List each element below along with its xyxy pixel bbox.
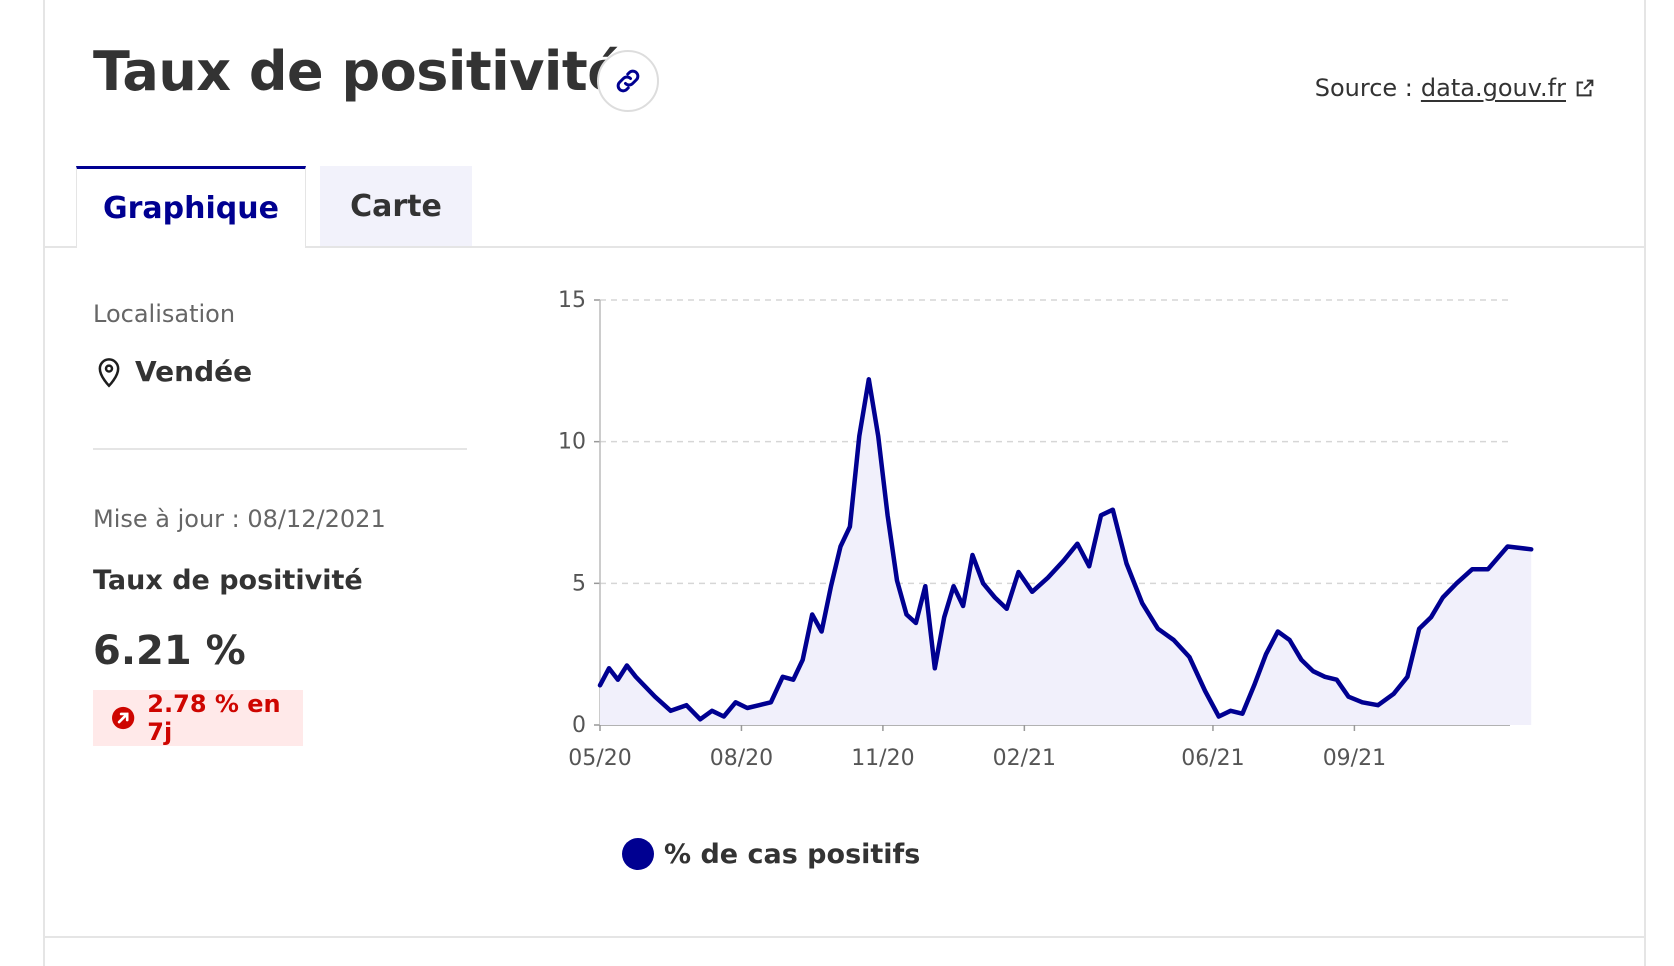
location-label: Localisation	[93, 300, 236, 328]
y-tick-label-0: 0	[572, 713, 586, 738]
series-area-cas-positifs	[600, 379, 1532, 725]
series-line-cas-positifs	[597, 377, 1534, 722]
tab-carte[interactable]: Carte	[320, 166, 472, 246]
source-label: Source :	[1314, 74, 1413, 102]
y-tick-label-10: 10	[560, 430, 586, 455]
source-link-text: data.gouv.fr	[1420, 74, 1566, 102]
link-icon	[616, 69, 640, 93]
legend-marker	[622, 838, 654, 870]
x-tick-label-11-20: 11/20	[851, 746, 914, 771]
card-bottom-divider	[43, 936, 1646, 938]
sidebar-divider	[93, 448, 467, 450]
legend-label: % de cas positifs	[664, 838, 921, 870]
location-pin-icon	[98, 357, 120, 387]
copy-link-button[interactable]	[597, 50, 659, 112]
indicator-card	[43, 0, 1646, 966]
metric-value: 6.21 %	[93, 628, 246, 674]
x-tick-label-05-20: 05/20	[568, 746, 631, 771]
location-name: Vendée	[135, 355, 253, 388]
tabs-divider	[43, 246, 1646, 248]
location[interactable]: Vendée	[95, 355, 252, 388]
x-tick-label-08-20: 08/20	[710, 746, 773, 771]
tab-graphique[interactable]: Graphique	[76, 166, 306, 248]
chart-legend: % de cas positifs	[622, 838, 920, 870]
source-line: Source : data.gouv.fr	[1315, 74, 1596, 102]
metric-label: Taux de positivité	[93, 565, 363, 596]
update-date: Mise à jour : 08/12/2021	[93, 505, 386, 533]
trend-badge: 2.78 % en 7j	[93, 690, 303, 746]
trend-up-icon	[112, 706, 135, 730]
trend-text: 2.78 % en 7j	[147, 690, 281, 746]
x-tick-label-09-21: 09/21	[1323, 746, 1386, 771]
external-link-icon	[1576, 79, 1594, 97]
source-link[interactable]: data.gouv.fr	[1421, 74, 1596, 102]
positivity-chart: 0 5 10 15 05/20 08/20 11/20 02/21 06/21 09/21	[560, 288, 1534, 771]
page-title: Taux de positivité	[93, 40, 624, 103]
x-tick-label-02-21: 02/21	[993, 746, 1056, 771]
x-tick-label-06-21: 06/21	[1181, 746, 1244, 771]
y-tick-label-15: 15	[560, 288, 586, 313]
y-tick-label-5: 5	[572, 571, 586, 596]
